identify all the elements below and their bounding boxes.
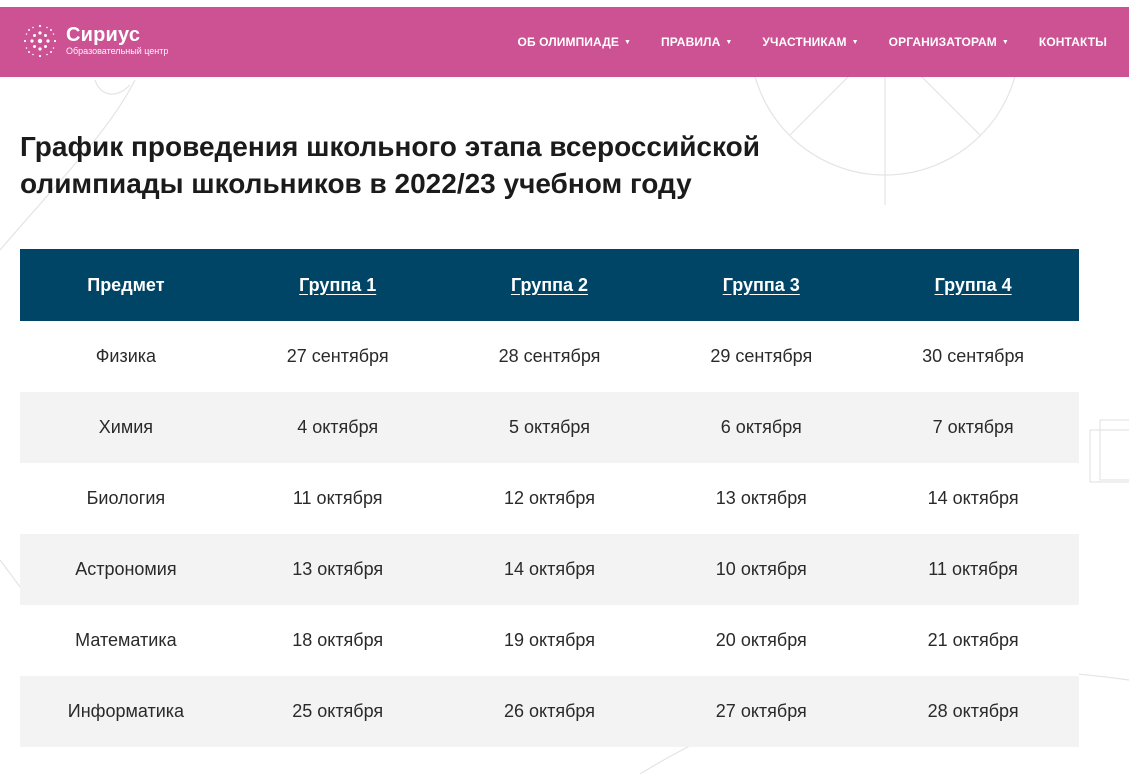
table-cell-subject: Информатика <box>20 676 232 747</box>
table-cell-subject: Физика <box>20 321 232 392</box>
table-cell: 29 сентября <box>655 321 868 392</box>
page-title-line-2: олимпиады школьников в 2022/23 учебном г… <box>20 168 692 199</box>
table-cell: 21 октября <box>867 605 1079 676</box>
table-cell: 14 октября <box>867 463 1079 534</box>
table-cell: 13 октября <box>655 463 868 534</box>
page-title: График проведения школьного этапа всерос… <box>20 128 840 202</box>
table-cell: 11 октября <box>231 463 444 534</box>
table-cell-subject: Химия <box>20 392 232 463</box>
table-cell: 14 октября <box>443 534 656 605</box>
logo-name: Сириус <box>66 24 141 46</box>
table-cell: 6 октября <box>655 392 868 463</box>
column-header-group-2: Группа 2 <box>443 249 656 321</box>
table-cell: 25 октября <box>231 676 444 747</box>
table-cell: 27 октября <box>655 676 868 747</box>
nav-item-label: КОНТАКТЫ <box>1038 35 1107 49</box>
group-1-link[interactable]: Группа 1 <box>299 274 377 295</box>
logo-link[interactable]: Сириус Образовательный центр <box>20 21 168 61</box>
nav-item-rules[interactable]: ПРАВИЛА ▼ <box>661 35 732 49</box>
table-cell: 27 сентября <box>231 321 444 392</box>
sirius-dots-logo-icon <box>23 24 57 58</box>
table-row: Физика 27 сентября 28 сентября 29 сентяб… <box>20 321 1079 392</box>
table-cell-subject: Математика <box>20 605 232 676</box>
nav-item-organizers[interactable]: ОРГАНИЗАТОРАМ ▼ <box>889 35 1009 49</box>
caret-down-icon: ▼ <box>851 38 859 46</box>
table-row: Информатика 25 октября 26 октября 27 окт… <box>20 676 1079 747</box>
table-cell: 20 октября <box>655 605 868 676</box>
table-cell: 28 сентября <box>443 321 656 392</box>
table-header-row: Предмет Группа 1 Группа 2 Группа 3 Групп… <box>20 249 1079 321</box>
table-cell-subject: Биология <box>20 463 232 534</box>
nav-item-contacts[interactable]: КОНТАКТЫ <box>1039 35 1107 49</box>
main-nav: ОБ ОЛИМПИАДЕ ▼ ПРАВИЛА ▼ УЧАСТНИКАМ ▼ ОР… <box>488 7 1107 77</box>
table-cell: 13 октября <box>231 534 444 605</box>
table-cell: 12 октября <box>443 463 656 534</box>
nav-item-label: ОБ ОЛИМПИАДЕ <box>517 35 619 49</box>
table-cell: 26 октября <box>443 676 656 747</box>
nav-item-about[interactable]: ОБ ОЛИМПИАДЕ ▼ <box>518 35 632 49</box>
table-cell: 5 октября <box>443 392 656 463</box>
table-row: Математика 18 октября 19 октября 20 октя… <box>20 605 1079 676</box>
table-cell: 10 октября <box>655 534 868 605</box>
table-row: Астрономия 13 октября 14 октября 10 октя… <box>20 534 1079 605</box>
page-title-line-1: График проведения школьного этапа всерос… <box>20 131 760 162</box>
caret-down-icon: ▼ <box>725 38 733 46</box>
schedule-table: Предмет Группа 1 Группа 2 Группа 3 Групп… <box>20 249 1079 747</box>
table-row: Химия 4 октября 5 октября 6 октября 7 ок… <box>20 392 1079 463</box>
logo-text: Сириус Образовательный центр <box>66 25 168 57</box>
table-cell: 7 октября <box>867 392 1079 463</box>
table-cell: 28 октября <box>867 676 1079 747</box>
nav-item-label: ОРГАНИЗАТОРАМ <box>888 35 997 49</box>
top-strip <box>0 0 1129 7</box>
group-4-link[interactable]: Группа 4 <box>934 274 1012 295</box>
table-row: Биология 11 октября 12 октября 13 октябр… <box>20 463 1079 534</box>
table-cell: 19 октября <box>443 605 656 676</box>
caret-down-icon: ▼ <box>1001 38 1009 46</box>
column-header-subject: Предмет <box>20 249 232 321</box>
nav-item-label: УЧАСТНИКАМ <box>762 35 847 49</box>
logo-subtitle: Образовательный центр <box>66 46 169 56</box>
caret-down-icon: ▼ <box>624 38 632 46</box>
column-header-group-1: Группа 1 <box>231 249 444 321</box>
site-header: Сириус Образовательный центр ОБ ОЛИМПИАД… <box>0 7 1129 77</box>
nav-item-label: ПРАВИЛА <box>661 35 721 49</box>
table-cell: 18 октября <box>231 605 444 676</box>
nav-item-participants[interactable]: УЧАСТНИКАМ ▼ <box>762 35 858 49</box>
table-cell: 4 октября <box>231 392 444 463</box>
column-header-group-4: Группа 4 <box>867 249 1079 321</box>
group-2-link[interactable]: Группа 2 <box>510 274 589 295</box>
group-3-link[interactable]: Группа 3 <box>722 274 800 295</box>
table-cell-subject: Астрономия <box>20 534 232 605</box>
table-cell: 11 октября <box>867 534 1079 605</box>
table-cell: 30 сентября <box>867 321 1079 392</box>
column-header-group-3: Группа 3 <box>655 249 868 321</box>
